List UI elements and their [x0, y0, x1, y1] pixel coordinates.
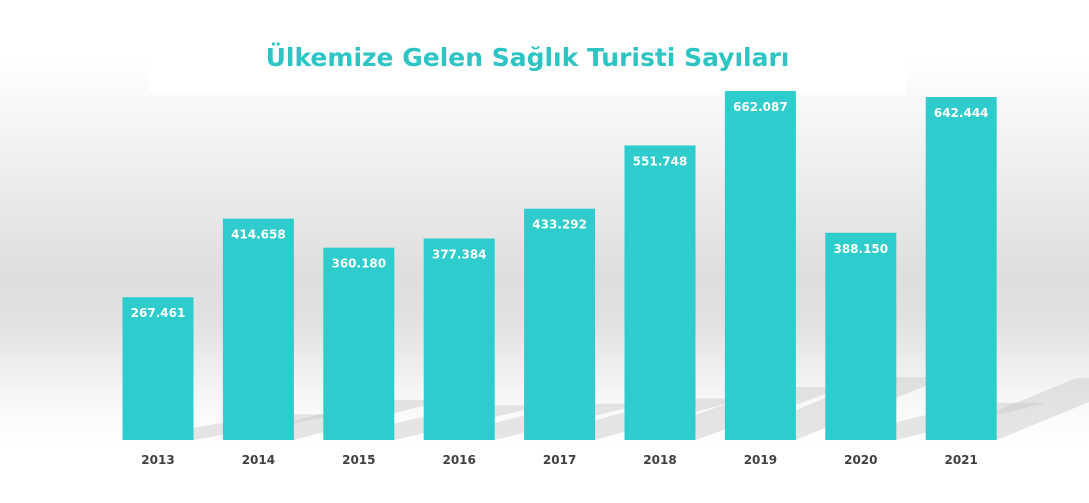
title-panel: Ülkemize Gelen Sağlık Turisti Sayıları [149, 20, 906, 93]
bar-2019 [724, 91, 796, 440]
bar-2015 [323, 247, 395, 440]
value-label-2019: 662.087 [733, 100, 788, 114]
value-label-2020: 388.150 [833, 242, 888, 256]
category-label-2021: 2021 [944, 453, 977, 467]
value-labels: 267.461 414.658 360.180 377.384 433.292 551.7… [131, 100, 989, 320]
bar-2014 [222, 218, 294, 440]
category-label-2015: 2015 [342, 453, 375, 467]
value-label-2021: 642.444 [934, 106, 989, 120]
category-label-2017: 2017 [543, 453, 576, 467]
category-labels: 2013 2014 2015 2016 2017 2018 2019 2020 2021 [141, 453, 978, 467]
value-label-2017: 433.292 [532, 218, 587, 232]
category-label-2019: 2019 [744, 453, 777, 467]
value-label-2018: 551.748 [633, 154, 688, 168]
bar-2013 [122, 297, 194, 440]
value-label-2013: 267.461 [131, 306, 186, 320]
chart-title: Ülkemize Gelen Sağlık Turisti Sayıları [265, 43, 790, 72]
bar-2017 [524, 208, 596, 440]
category-label-2018: 2018 [643, 453, 676, 467]
category-label-2013: 2013 [141, 453, 174, 467]
category-label-2016: 2016 [442, 453, 475, 467]
bar-2020 [825, 232, 897, 440]
category-label-2020: 2020 [844, 453, 877, 467]
value-label-2016: 377.384 [432, 248, 487, 262]
value-label-2014: 414.658 [231, 228, 286, 242]
category-label-2014: 2014 [242, 453, 275, 467]
bars [122, 91, 997, 440]
bar-2016 [423, 238, 495, 440]
bar-2018 [624, 145, 696, 440]
value-label-2015: 360.180 [331, 257, 386, 271]
bar-2021 [925, 97, 997, 440]
